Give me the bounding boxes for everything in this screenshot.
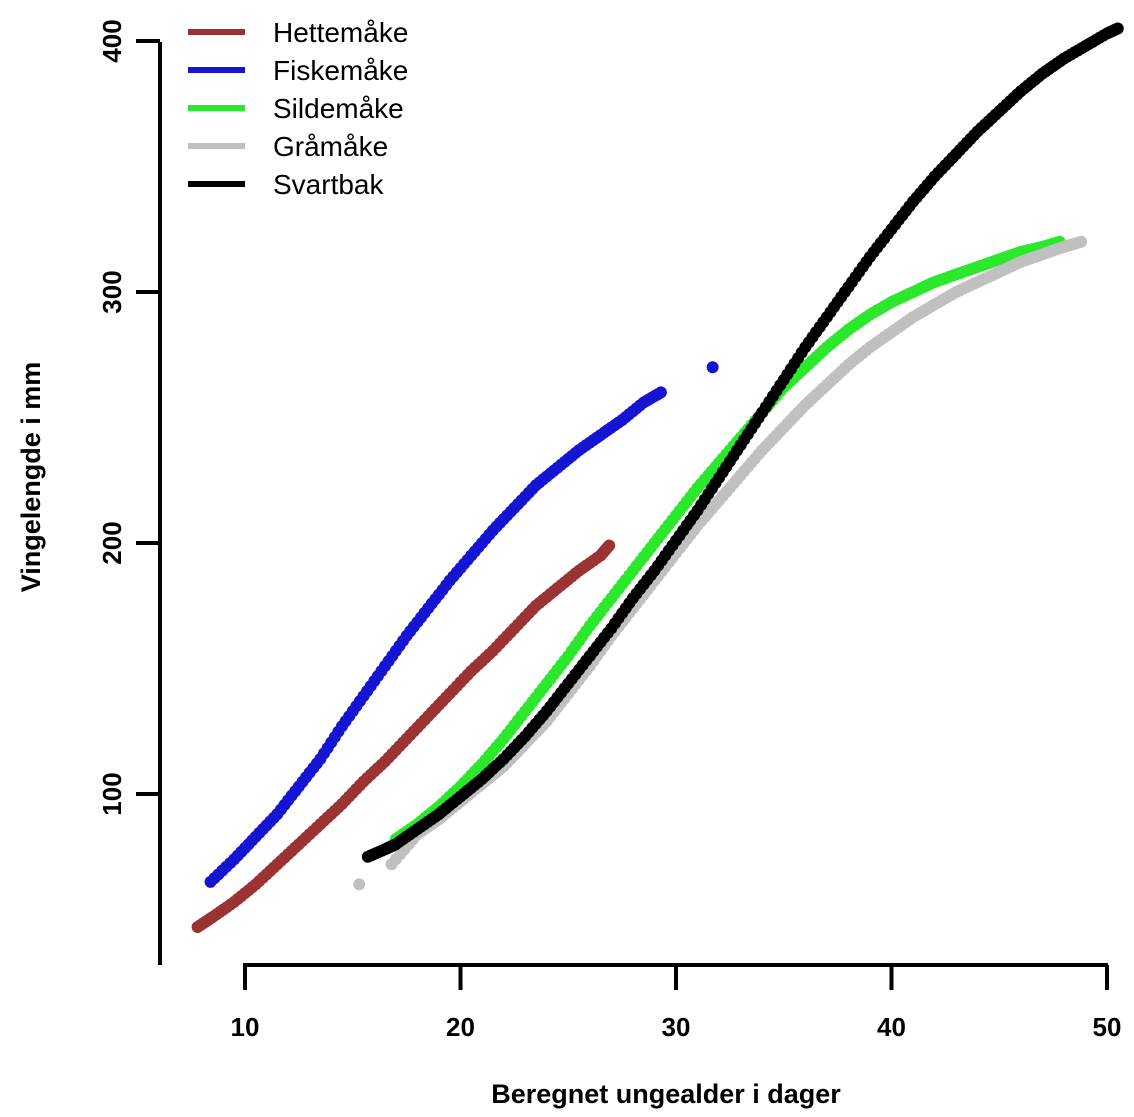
data-point xyxy=(603,539,616,552)
data-point xyxy=(654,386,667,399)
legend-label: Svartbak xyxy=(273,169,384,200)
data-point xyxy=(1111,22,1124,35)
x-tick-label: 20 xyxy=(446,1012,475,1042)
ticks-layer: 10 20 30 40 50 100 200 300 400 xyxy=(97,19,1122,1042)
x-axis-title: Beregnet ungealder i dager xyxy=(491,1079,841,1109)
legend-label: Gråmåke xyxy=(273,131,388,162)
legend-label: Hettemåke xyxy=(273,17,408,48)
legend: Hettemåke Fiskemåke Sildemåke Gråmåke Svartb… xyxy=(188,17,408,200)
data-point xyxy=(1075,235,1088,248)
y-axis-title: Vingelengde i mm xyxy=(16,362,46,593)
series-0 xyxy=(191,539,616,934)
data-point xyxy=(353,878,366,891)
plot-clip-region xyxy=(191,22,1124,934)
series-1 xyxy=(204,361,719,888)
y-tick-label: 200 xyxy=(97,521,127,564)
x-tick-label: 50 xyxy=(1093,1012,1122,1042)
legend-label: Fiskemåke xyxy=(273,55,408,86)
series-layer xyxy=(191,22,1124,934)
x-tick-label: 10 xyxy=(231,1012,260,1042)
x-tick-label: 30 xyxy=(662,1012,691,1042)
y-tick-label: 100 xyxy=(97,772,127,815)
data-point xyxy=(706,361,719,374)
x-tick-label: 40 xyxy=(877,1012,906,1042)
y-tick-label: 300 xyxy=(97,270,127,313)
legend-label: Sildemåke xyxy=(273,93,404,124)
series-4 xyxy=(361,22,1124,863)
y-tick-label: 400 xyxy=(97,19,127,62)
